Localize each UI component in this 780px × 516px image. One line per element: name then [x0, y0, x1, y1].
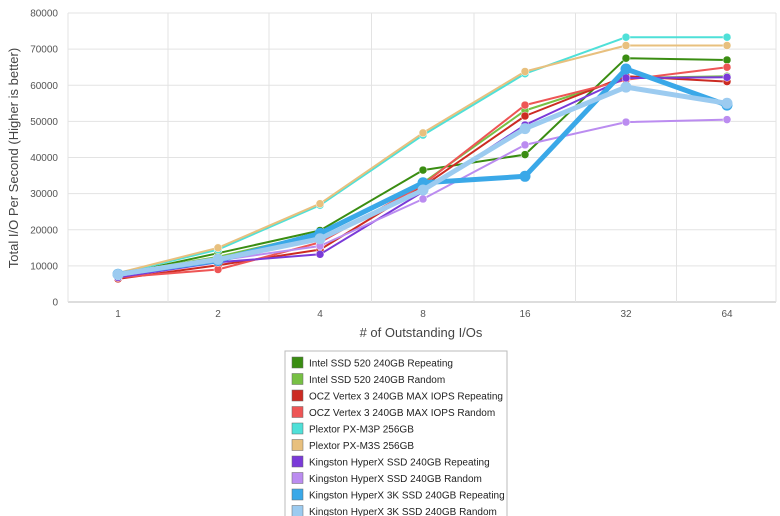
legend-label: OCZ Vertex 3 240GB MAX IOPS Random: [309, 408, 495, 419]
y-tick-label: 10000: [30, 261, 58, 272]
x-tick-label: 8: [420, 309, 426, 320]
legend-swatch: [291, 373, 304, 385]
y-tick-label: 0: [52, 298, 58, 309]
y-tick-label: 30000: [30, 189, 58, 200]
legend-label: Plextor PX-M3P 256GB: [309, 425, 414, 436]
data-point: [418, 165, 428, 175]
data-point: [315, 250, 325, 259]
x-tick-label: 64: [721, 309, 733, 320]
data-point: [621, 117, 631, 127]
data-point: [314, 233, 326, 245]
data-point: [722, 55, 732, 65]
legend-label: Plextor PX-M3S 256GB: [309, 441, 414, 452]
legend-label: Kingston HyperX 3K SSD 240GB Random: [309, 507, 497, 516]
legend-swatch: [291, 389, 304, 402]
data-point: [213, 243, 223, 253]
x-axis-label: # of Outstanding I/Os: [360, 325, 483, 340]
legend-swatch: [291, 422, 304, 435]
y-tick-label: 20000: [30, 225, 58, 236]
legend-label: Kingston HyperX SSD 240GB Repeating: [309, 458, 490, 469]
data-point: [112, 269, 124, 280]
legend-label: Intel SSD 520 240GB Repeating: [309, 359, 453, 370]
data-point: [722, 115, 732, 124]
data-point: [722, 73, 732, 82]
y-tick-label: 50000: [30, 117, 58, 128]
data-point: [417, 184, 429, 196]
series-line: [117, 44, 728, 275]
data-point: [315, 199, 325, 208]
x-tick-label: 2: [215, 309, 221, 320]
series-lines: [112, 32, 733, 284]
data-point: [621, 53, 631, 63]
data-point: [722, 62, 732, 72]
series-line: [117, 75, 728, 275]
y-axis-label: Total I/O Per Second (Higher is better): [6, 48, 21, 268]
data-point: [520, 100, 530, 110]
x-tick-label: 1: [115, 309, 121, 320]
legend-swatch: [291, 406, 304, 418]
legend-label: Kingston HyperX 3K SSD 240GB Repeating: [309, 491, 505, 502]
data-point: [418, 194, 428, 204]
data-point: [722, 32, 732, 42]
y-axis-ticks: 0 10000 20000 30000 40000 50000 60000 70000 8000…: [30, 9, 58, 309]
data-point: [621, 41, 631, 50]
series-group: [113, 71, 732, 279]
legend: Intel SSD 520 240GB Repeating Intel SSD 5…: [284, 350, 508, 516]
data-point: [212, 253, 224, 265]
data-point: [520, 67, 530, 76]
x-tick-label: 32: [620, 309, 632, 320]
x-tick-label: 16: [519, 309, 531, 320]
series-group: [112, 81, 733, 280]
legend-swatch: [291, 439, 304, 451]
data-point: [520, 111, 530, 121]
data-point: [621, 32, 631, 42]
data-point: [519, 170, 531, 182]
y-tick-label: 40000: [30, 153, 58, 164]
y-tick-label: 70000: [30, 45, 58, 56]
y-tick-label: 80000: [30, 9, 58, 20]
legend-label: Kingston HyperX SSD 240GB Random: [309, 474, 482, 485]
legend-label: Intel SSD 520 240GB Random: [309, 375, 445, 386]
data-point: [520, 140, 530, 150]
y-tick-label: 60000: [30, 81, 58, 92]
data-point: [722, 41, 732, 50]
x-tick-label: 4: [317, 309, 323, 320]
series-group: [113, 32, 732, 279]
data-point: [620, 81, 632, 93]
legend-swatch: [291, 505, 304, 516]
legend-box: [284, 350, 508, 516]
data-point: [721, 97, 733, 109]
data-point: [520, 150, 530, 159]
legend-swatch: [291, 472, 304, 484]
data-point: [620, 63, 632, 75]
data-point: [418, 128, 428, 138]
legend-swatch: [291, 488, 304, 501]
legend-swatch: [291, 356, 304, 369]
data-point: [213, 265, 223, 274]
legend-label: OCZ Vertex 3 240GB MAX IOPS Repeating: [309, 392, 503, 403]
x-axis-ticks: 1 2 4 8 16 32 64: [115, 309, 733, 320]
data-point: [519, 123, 531, 135]
legend-swatch: [291, 455, 304, 468]
